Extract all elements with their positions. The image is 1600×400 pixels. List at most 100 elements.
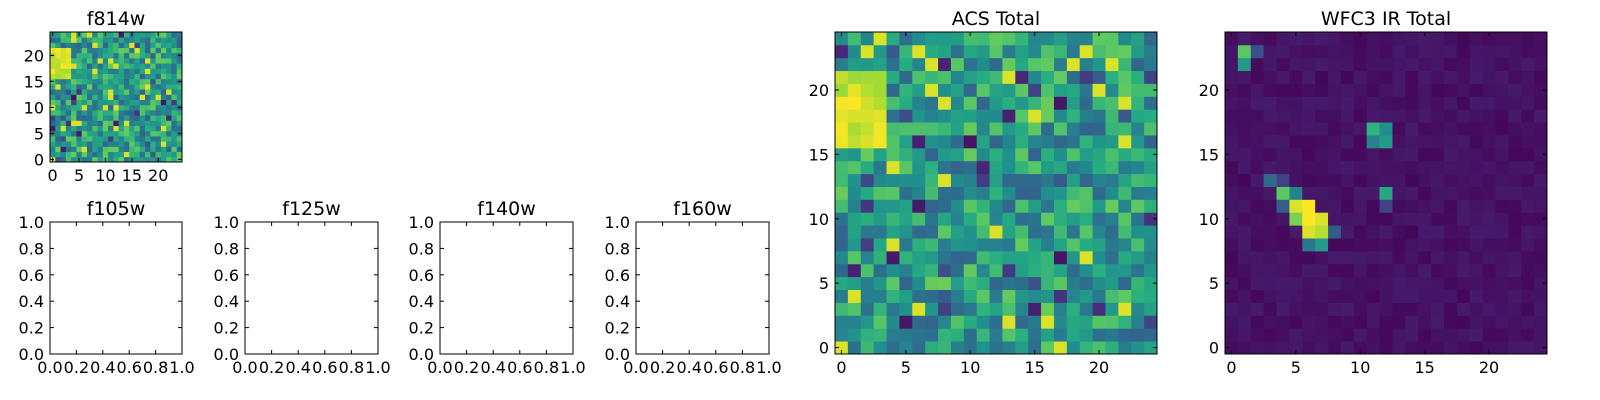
heatmap-cell xyxy=(176,42,183,48)
heatmap-cell xyxy=(171,125,178,132)
heatmap-cell xyxy=(145,136,151,142)
heatmap-cell xyxy=(1443,173,1458,187)
heatmap-cell xyxy=(976,160,990,175)
heatmap-cell xyxy=(76,84,83,90)
heatmap-cell xyxy=(1508,263,1522,278)
heatmap-cell xyxy=(950,32,965,46)
heatmap-cell xyxy=(1392,341,1406,355)
heatmap-cell xyxy=(1079,57,1093,72)
heatmap-cell xyxy=(155,94,162,100)
x-tick-label: 15 xyxy=(1024,358,1044,377)
heatmap-cell xyxy=(71,151,77,158)
heatmap-cell xyxy=(160,136,167,142)
heatmap-cell xyxy=(129,151,135,158)
heatmap-cell xyxy=(1028,302,1042,316)
heatmap-cell xyxy=(1131,109,1145,123)
heatmap-cell xyxy=(1315,135,1329,149)
heatmap-cell xyxy=(1289,263,1303,278)
heatmap-cell xyxy=(1302,263,1316,278)
heatmap-cell xyxy=(118,32,125,38)
heatmap-cell xyxy=(1379,147,1393,162)
heatmap-cell xyxy=(1002,302,1016,316)
heatmap-cell xyxy=(166,78,172,85)
heatmap-cell xyxy=(1276,225,1290,239)
heatmap-cell xyxy=(1118,315,1132,329)
heatmap-cell xyxy=(1302,96,1316,110)
heatmap-cell xyxy=(155,47,162,54)
heatmap-cell xyxy=(1250,32,1265,46)
heatmap-cell xyxy=(1315,341,1329,355)
heatmap-cell xyxy=(976,173,990,187)
heatmap-cell xyxy=(139,115,146,121)
panel-title: ACS Total xyxy=(952,8,1040,30)
heatmap-cell xyxy=(938,302,952,316)
heatmap-cell xyxy=(118,84,125,90)
heatmap-cell xyxy=(76,141,83,147)
heatmap-cell xyxy=(1495,70,1509,84)
heatmap-cell xyxy=(886,289,900,303)
heatmap-cell xyxy=(1131,186,1145,200)
heatmap-cell xyxy=(139,120,146,126)
heatmap-cell xyxy=(1289,186,1303,200)
heatmap-cell xyxy=(1366,328,1380,342)
heatmap-cell xyxy=(97,94,104,100)
heatmap-cell xyxy=(1144,122,1158,136)
heatmap-cell xyxy=(835,83,849,97)
heatmap-cell xyxy=(1340,173,1355,187)
heatmap-cell xyxy=(108,130,114,137)
heatmap-cell xyxy=(81,115,88,121)
heatmap-cell xyxy=(1392,70,1406,84)
heatmap-cell xyxy=(1053,186,1068,200)
heatmap-cell xyxy=(1105,122,1119,136)
heatmap-cell xyxy=(150,78,156,85)
heatmap-cell xyxy=(989,32,1003,46)
heatmap-cell xyxy=(160,104,167,111)
heatmap-cell xyxy=(129,63,135,69)
heatmap-cell xyxy=(150,89,156,95)
heatmap-cell xyxy=(1405,238,1419,252)
heatmap-cell xyxy=(1066,44,1081,59)
heatmap-cell xyxy=(1379,328,1393,342)
heatmap-cell xyxy=(1276,70,1290,84)
heatmap-cell xyxy=(1469,212,1483,226)
heatmap-cell xyxy=(976,186,990,200)
heatmap-cell xyxy=(1263,44,1277,59)
y-tick-label: 0.6 xyxy=(605,266,630,285)
heatmap-cell xyxy=(950,289,965,303)
heatmap-cell xyxy=(1495,109,1509,123)
heatmap-cell xyxy=(92,120,98,126)
x-tick-label: 5 xyxy=(1291,358,1301,377)
heatmap-cell xyxy=(60,104,67,111)
heatmap-cell xyxy=(1405,70,1419,84)
y-tick-label: 10 xyxy=(24,98,44,117)
heatmap-cell xyxy=(899,122,913,136)
heatmap-cell xyxy=(160,156,167,163)
heatmap-cell xyxy=(1521,238,1535,252)
heatmap-cell xyxy=(1237,263,1252,278)
heatmap-cell xyxy=(1225,212,1239,226)
x-tick-label: 1.0 xyxy=(756,358,781,377)
heatmap-cell xyxy=(76,120,83,126)
heatmap-cell xyxy=(123,94,130,100)
heatmap-cell xyxy=(886,96,900,110)
heatmap-cell xyxy=(1002,186,1016,200)
heatmap-cell xyxy=(1418,44,1432,59)
heatmap-cell xyxy=(847,341,862,355)
heatmap-cell xyxy=(150,125,156,132)
heatmap-cell xyxy=(899,96,913,110)
heatmap-cell xyxy=(1482,199,1496,213)
heatmap-cell xyxy=(989,238,1003,252)
heatmap-cell xyxy=(171,110,178,116)
y-tick-label: 5 xyxy=(819,274,829,293)
heatmap-cell xyxy=(976,263,990,278)
heatmap-cell xyxy=(1418,109,1432,123)
heatmap-cell xyxy=(166,94,172,100)
heatmap-cell xyxy=(171,130,178,137)
heatmap-cell xyxy=(102,136,109,142)
heatmap-cell xyxy=(1263,96,1277,110)
heatmap-cell xyxy=(145,125,151,132)
heatmap-cell xyxy=(1495,225,1509,239)
heatmap-cell xyxy=(1041,238,1055,252)
heatmap-cell xyxy=(1079,160,1093,175)
heatmap-cell xyxy=(1418,147,1432,162)
